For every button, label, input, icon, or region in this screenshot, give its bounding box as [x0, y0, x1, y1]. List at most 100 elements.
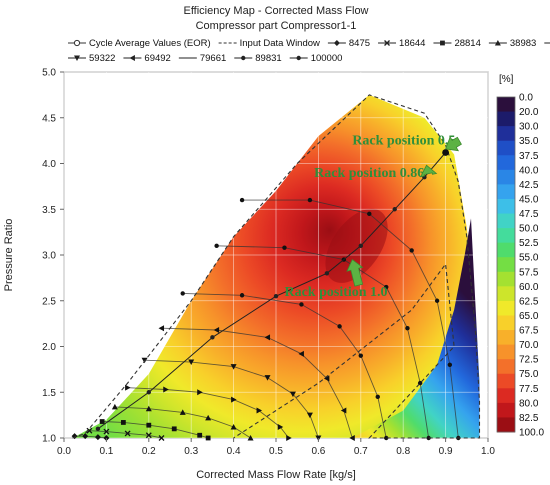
colorbar-label: 70.0 — [519, 340, 539, 351]
speed-line-89831 — [214, 243, 431, 441]
colorbar-swatch — [497, 242, 515, 258]
legend-marker — [333, 40, 340, 46]
legend-entry: 8475 — [327, 38, 370, 49]
rack-annotation-arrow — [346, 258, 364, 287]
chart-subtitle: Compressor part Compressor1-1 — [196, 20, 357, 32]
speed-line-point — [111, 403, 118, 410]
x-tick-label: 0.7 — [354, 446, 368, 457]
speed-line-point — [247, 435, 254, 441]
cycle-average-point — [146, 390, 151, 395]
colorbar-label: 72.5 — [519, 355, 539, 366]
colorbar-frame — [496, 96, 516, 433]
colorbar-label: 40.0 — [519, 165, 539, 176]
colorbar-swatch — [497, 126, 515, 142]
x-tick-label: 1.0 — [481, 446, 495, 457]
y-tick-label: 5.0 — [42, 68, 56, 79]
speed-line-point — [103, 428, 110, 435]
speed-line-point — [239, 293, 245, 298]
colorbar-label: 0.0 — [519, 93, 533, 104]
speed-line-point — [124, 430, 131, 437]
colorbar-label: 57.5 — [519, 267, 539, 278]
speed-line-18644 — [86, 427, 165, 441]
speed-line-point — [289, 391, 296, 398]
colorbar-swatch — [497, 417, 515, 433]
rack-annotation-label: Rack position 0.5 — [352, 133, 455, 148]
input-data-window — [72, 94, 481, 439]
speed-line-point — [375, 394, 380, 400]
speed-line-point — [264, 334, 271, 341]
speed-line-59322 — [141, 357, 322, 441]
x-tick-label: 0.6 — [311, 446, 325, 457]
speed-line-point — [180, 291, 185, 296]
speed-lines — [71, 197, 461, 441]
colorbar-swatch — [497, 344, 515, 360]
speed-line-point — [146, 422, 152, 428]
x-tick-label: 0.9 — [439, 446, 453, 457]
colorbar: [%] 0.0 20.0 30.0 35.0 37.5 40.0 42.5 45.0 47.5 50… — [496, 74, 544, 439]
legend-marker — [73, 39, 81, 47]
legend-entry: 79661 — [178, 53, 226, 64]
speed-line-point — [125, 384, 131, 391]
cycle-average-end-point — [442, 149, 449, 156]
legend-entry: 59322 — [68, 53, 115, 64]
speed-line-point — [426, 435, 431, 441]
cycle-average-point — [95, 426, 101, 432]
legend-label: 18644 — [399, 38, 425, 49]
colorbar-swatch — [497, 286, 515, 302]
colorbar-title: [%] — [499, 74, 514, 85]
colorbar-label: 60.0 — [519, 282, 539, 293]
speed-line-point — [230, 424, 237, 430]
speed-line-69492 — [158, 325, 355, 441]
speed-line-point — [358, 353, 363, 358]
colorbar-label: 20.0 — [519, 107, 539, 118]
y-tick-label: 4.0 — [42, 159, 56, 170]
y-axis-ticks: 1.0 1.5 2.0 2.5 3.0 3.5 4.0 4.5 5.0 — [42, 68, 64, 445]
y-tick-label: 4.5 — [42, 113, 56, 124]
rack-annotation-label: Rack position 1.0 — [284, 285, 387, 300]
colorbar-label: 50.0 — [519, 224, 539, 235]
speed-line-point — [145, 405, 152, 412]
legend-label: 8475 — [349, 38, 370, 49]
speed-line-point — [264, 375, 271, 381]
cycle-average-point — [392, 207, 397, 212]
x-tick-label: 0.1 — [99, 446, 113, 457]
legend-entry: Cycle Average Values (EOR) — [68, 38, 211, 49]
speed-line-point — [231, 396, 237, 403]
y-tick-label: 3.0 — [42, 251, 56, 262]
speed-line-point — [299, 302, 304, 307]
colorbar-label: 80.0 — [519, 398, 539, 409]
speed-line-point — [205, 414, 212, 421]
rack-annotation: Rack position 1.0 — [284, 258, 388, 300]
colorbar-label: 62.5 — [519, 296, 539, 307]
colorbar-label: 75.0 — [519, 369, 539, 380]
rack-annotation-arrow — [419, 164, 438, 178]
legend-label: Cycle Average Values (EOR) — [89, 38, 211, 49]
colorbar-swatch — [497, 257, 515, 273]
speed-line-point — [298, 350, 304, 357]
colorbar-swatch — [497, 140, 515, 156]
cycle-average-point — [273, 293, 279, 299]
speed-line-point — [447, 362, 453, 367]
colorbar-label: 47.5 — [519, 209, 539, 220]
low-efficiency-region — [352, 218, 480, 438]
speed-line-point — [197, 432, 203, 438]
y-tick-label: 3.5 — [42, 205, 56, 216]
speed-line-point — [323, 375, 330, 382]
speed-line-point — [282, 245, 287, 250]
speed-line-point — [307, 197, 313, 203]
speed-line-point — [188, 359, 195, 366]
colorbar-label: 82.5 — [519, 413, 539, 424]
colorbar-label: 100.0 — [519, 428, 544, 439]
speed-line-point — [367, 211, 372, 217]
speed-line-point — [145, 432, 152, 439]
colorbar-swatch — [497, 315, 515, 331]
rack-annotation: Rack position 0.86 — [314, 164, 438, 181]
speed-line-point — [286, 435, 292, 441]
speed-line-point — [179, 409, 186, 415]
speed-line-point — [239, 197, 245, 203]
colorbar-swatch — [497, 213, 515, 229]
speed-line-point — [277, 424, 284, 431]
legend-entry: 100000 — [289, 53, 342, 64]
speed-line-point — [409, 248, 414, 253]
